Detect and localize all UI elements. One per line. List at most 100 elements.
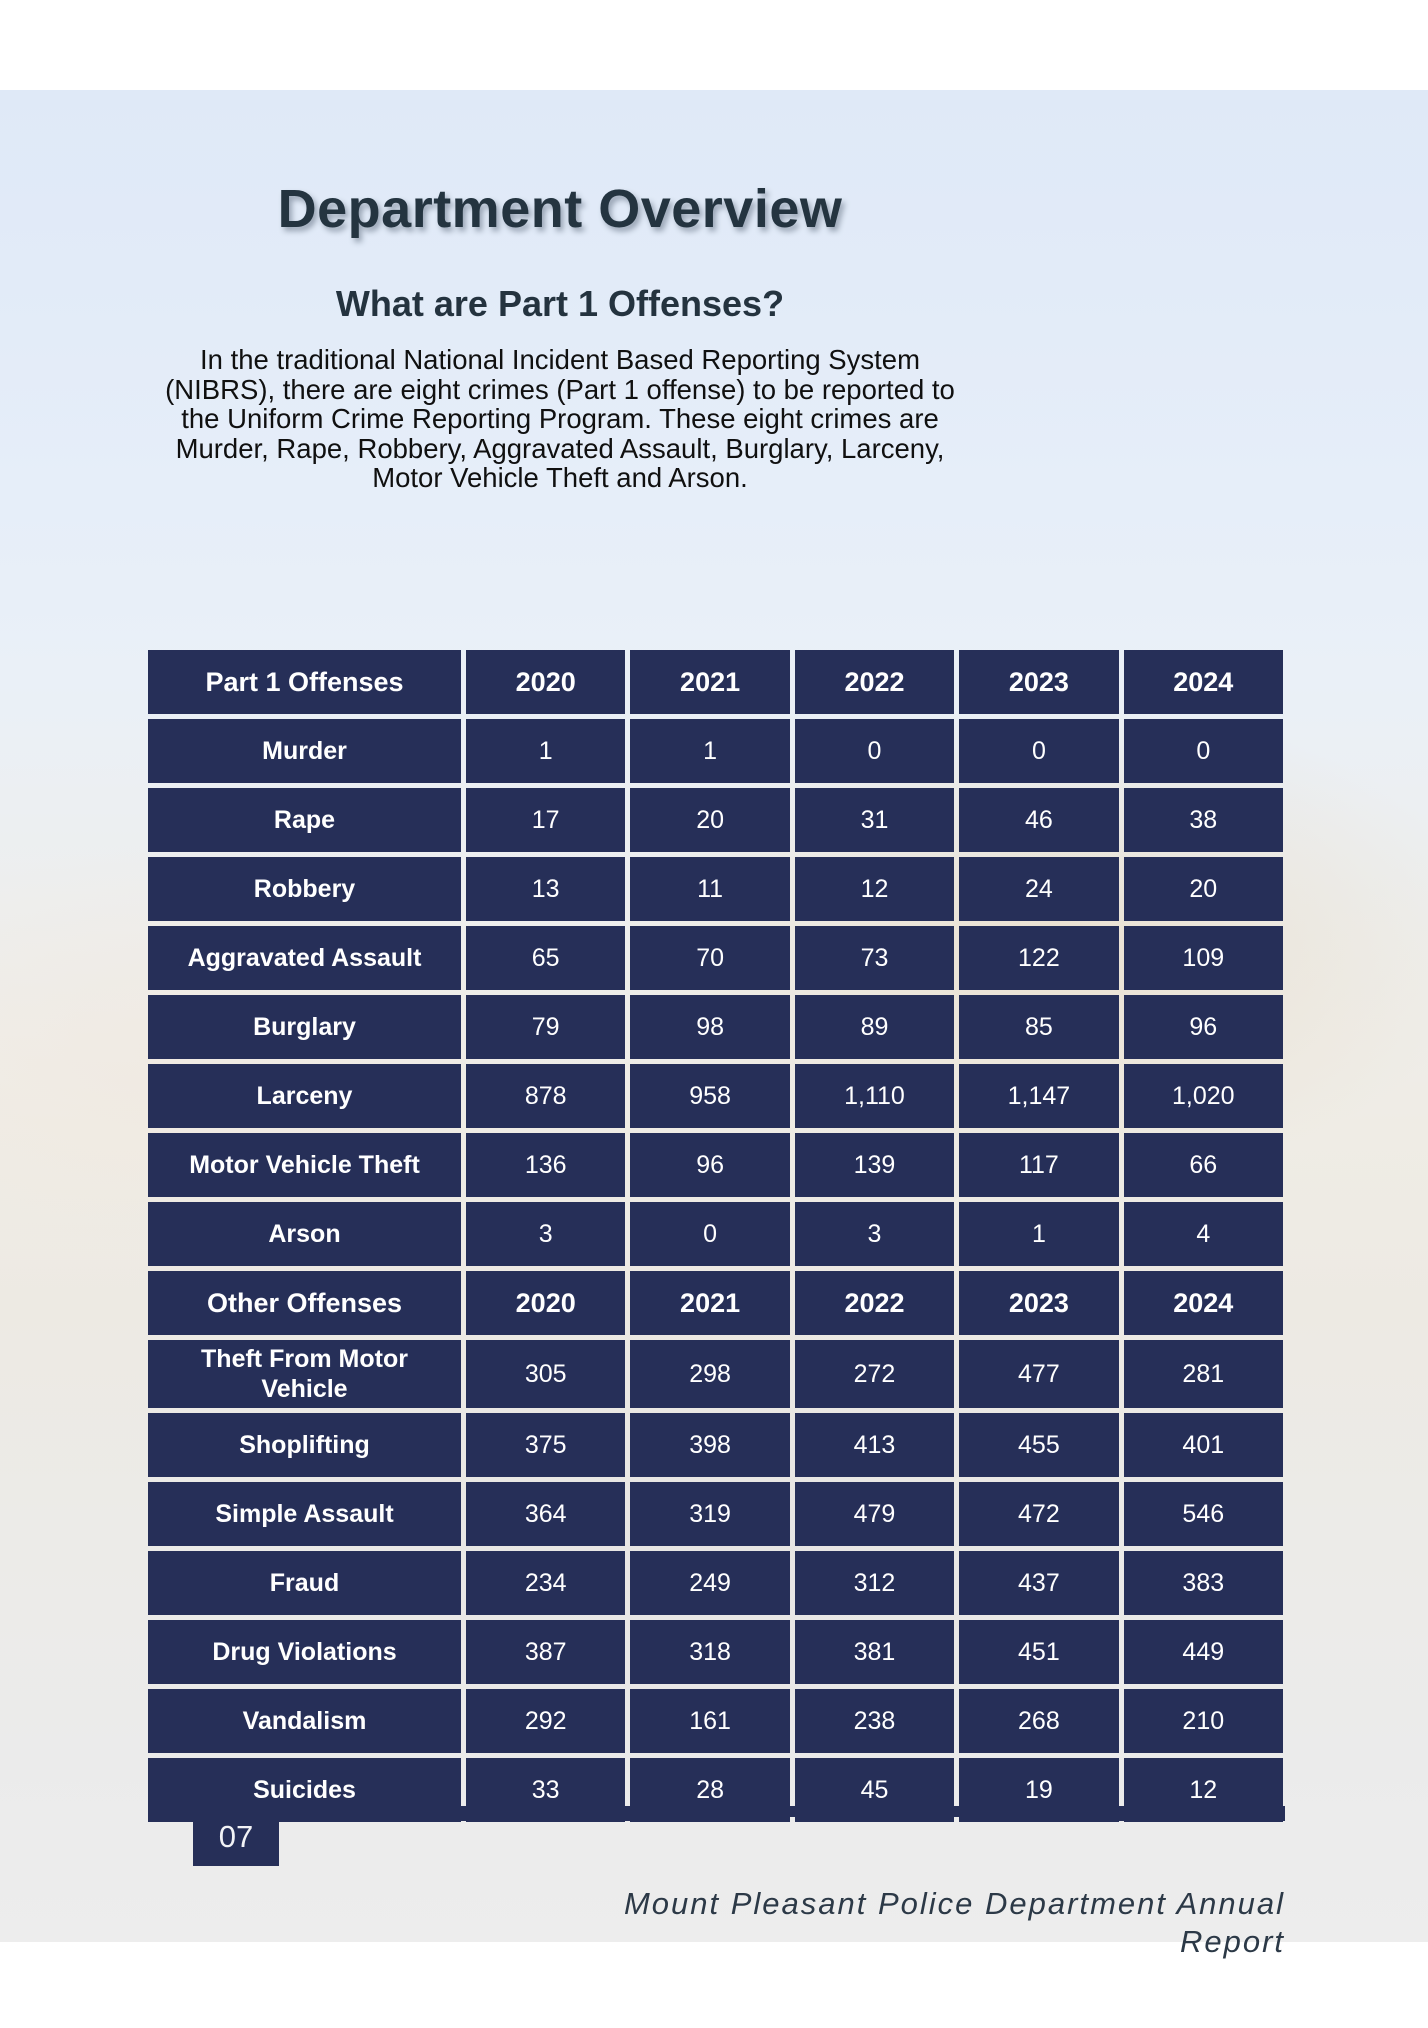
offense-value-cell: 12 — [794, 857, 955, 921]
year-header-cell: 2020 — [466, 650, 626, 714]
offense-value-cell: 234 — [466, 1551, 626, 1615]
offense-value-cell: 292 — [466, 1689, 626, 1753]
offense-label-cell: Simple Assault — [148, 1482, 461, 1546]
year-header-cell: 2024 — [1123, 650, 1283, 714]
offense-value-cell: 413 — [794, 1413, 955, 1477]
offense-value-cell: 73 — [794, 926, 955, 990]
offense-value-cell: 375 — [466, 1413, 626, 1477]
page-subtitle: What are Part 1 Offenses? — [335, 283, 785, 324]
offense-label-cell: Shoplifting — [148, 1413, 461, 1477]
offense-value-cell: 477 — [959, 1340, 1119, 1408]
offense-label-cell: Vandalism — [148, 1689, 461, 1753]
offense-value-cell: 546 — [1123, 1482, 1283, 1546]
offense-value-cell: 318 — [630, 1620, 790, 1684]
offense-value-cell: 1,110 — [794, 1064, 955, 1128]
offense-value-cell: 398 — [630, 1413, 790, 1477]
offense-value-cell: 479 — [794, 1482, 955, 1546]
offense-value-cell: 210 — [1123, 1689, 1283, 1753]
offense-value-cell: 89 — [794, 995, 955, 1059]
offense-label-cell: Murder — [148, 719, 461, 783]
page-title: Department Overview — [277, 179, 843, 239]
offense-value-cell: 319 — [630, 1482, 790, 1546]
offense-value-cell: 31 — [794, 788, 955, 852]
offense-value-cell: 1 — [466, 719, 626, 783]
offense-value-cell: 70 — [630, 926, 790, 990]
offense-value-cell: 96 — [1123, 995, 1283, 1059]
offense-value-cell: 98 — [630, 995, 790, 1059]
offense-value-cell: 0 — [794, 719, 955, 783]
offense-value-cell: 958 — [630, 1064, 790, 1128]
offense-value-cell: 109 — [1123, 926, 1283, 990]
offense-label-cell: Fraud — [148, 1551, 461, 1615]
offense-value-cell: 139 — [794, 1133, 955, 1197]
offense-value-cell: 451 — [959, 1620, 1119, 1684]
footer-report-title: Mount Pleasant Police Department Annual … — [623, 1886, 1285, 1959]
year-header-cell: 2020 — [466, 1271, 626, 1335]
offense-value-cell: 24 — [959, 857, 1119, 921]
offense-value-cell: 281 — [1123, 1340, 1283, 1408]
year-header-cell: 2022 — [794, 1271, 955, 1335]
offense-value-cell: 46 — [959, 788, 1119, 852]
year-header-cell: 2022 — [794, 650, 955, 714]
offense-value-cell: 1 — [959, 1202, 1119, 1266]
offenses-table: Part 1 Offenses 2020 2021 2022 2023 2024 Murde… — [148, 650, 1283, 1822]
offense-value-cell: 85 — [959, 995, 1119, 1059]
offense-value-cell: 249 — [630, 1551, 790, 1615]
table-section-header-cell: Part 1 Offenses — [148, 650, 461, 714]
offense-value-cell: 383 — [1123, 1551, 1283, 1615]
offense-value-cell: 1,147 — [959, 1064, 1119, 1128]
footer-divider-bar-segment — [460, 1815, 790, 1821]
offense-value-cell: 20 — [1123, 857, 1283, 921]
offense-label-cell: Drug Violations — [148, 1620, 461, 1684]
offense-value-cell: 17 — [466, 788, 626, 852]
offense-value-cell: 272 — [794, 1340, 955, 1408]
offense-value-cell: 0 — [1123, 719, 1283, 783]
footer-divider-bar — [226, 1806, 1285, 1817]
offense-value-cell: 1,020 — [1123, 1064, 1283, 1128]
offense-value-cell: 122 — [959, 926, 1119, 990]
offense-value-cell: 401 — [1123, 1413, 1283, 1477]
offense-value-cell: 117 — [959, 1133, 1119, 1197]
offense-label-cell: Rape — [148, 788, 461, 852]
offense-value-cell: 472 — [959, 1482, 1119, 1546]
offense-value-cell: 364 — [466, 1482, 626, 1546]
offense-value-cell: 66 — [1123, 1133, 1283, 1197]
page-number-badge: 07 — [193, 1808, 279, 1866]
offense-label-cell: Robbery — [148, 857, 461, 921]
offense-value-cell: 96 — [630, 1133, 790, 1197]
offense-value-cell: 437 — [959, 1551, 1119, 1615]
offense-label-cell: Larceny — [148, 1064, 461, 1128]
offense-value-cell: 4 — [1123, 1202, 1283, 1266]
offense-value-cell: 0 — [630, 1202, 790, 1266]
intro-paragraph: In the traditional National Incident Bas… — [165, 344, 955, 493]
offense-value-cell: 136 — [466, 1133, 626, 1197]
offense-value-cell: 3 — [794, 1202, 955, 1266]
offense-value-cell: 455 — [959, 1413, 1119, 1477]
offense-value-cell: 20 — [630, 788, 790, 852]
offense-label-cell: Motor Vehicle Theft — [148, 1133, 461, 1197]
offense-value-cell: 0 — [959, 719, 1119, 783]
offense-value-cell: 13 — [466, 857, 626, 921]
offense-value-cell: 11 — [630, 857, 790, 921]
offense-value-cell: 305 — [466, 1340, 626, 1408]
offense-value-cell: 268 — [959, 1689, 1119, 1753]
offense-label-cell: Aggravated Assault — [148, 926, 461, 990]
year-header-cell: 2021 — [630, 1271, 790, 1335]
offense-value-cell: 1 — [630, 719, 790, 783]
offense-value-cell: 79 — [466, 995, 626, 1059]
footer-divider-bar-segment — [1080, 1815, 1285, 1821]
offense-value-cell: 3 — [466, 1202, 626, 1266]
offense-value-cell: 65 — [466, 926, 626, 990]
year-header-cell: 2023 — [959, 650, 1119, 714]
year-header-cell: 2024 — [1123, 1271, 1283, 1335]
offense-value-cell: 878 — [466, 1064, 626, 1128]
year-header-cell: 2021 — [630, 650, 790, 714]
offense-value-cell: 381 — [794, 1620, 955, 1684]
offense-value-cell: 298 — [630, 1340, 790, 1408]
offense-label-cell: Arson — [148, 1202, 461, 1266]
offense-value-cell: 238 — [794, 1689, 955, 1753]
offense-value-cell: 38 — [1123, 788, 1283, 852]
offense-value-cell: 161 — [630, 1689, 790, 1753]
table-section-header-cell: Other Offenses — [148, 1271, 461, 1335]
